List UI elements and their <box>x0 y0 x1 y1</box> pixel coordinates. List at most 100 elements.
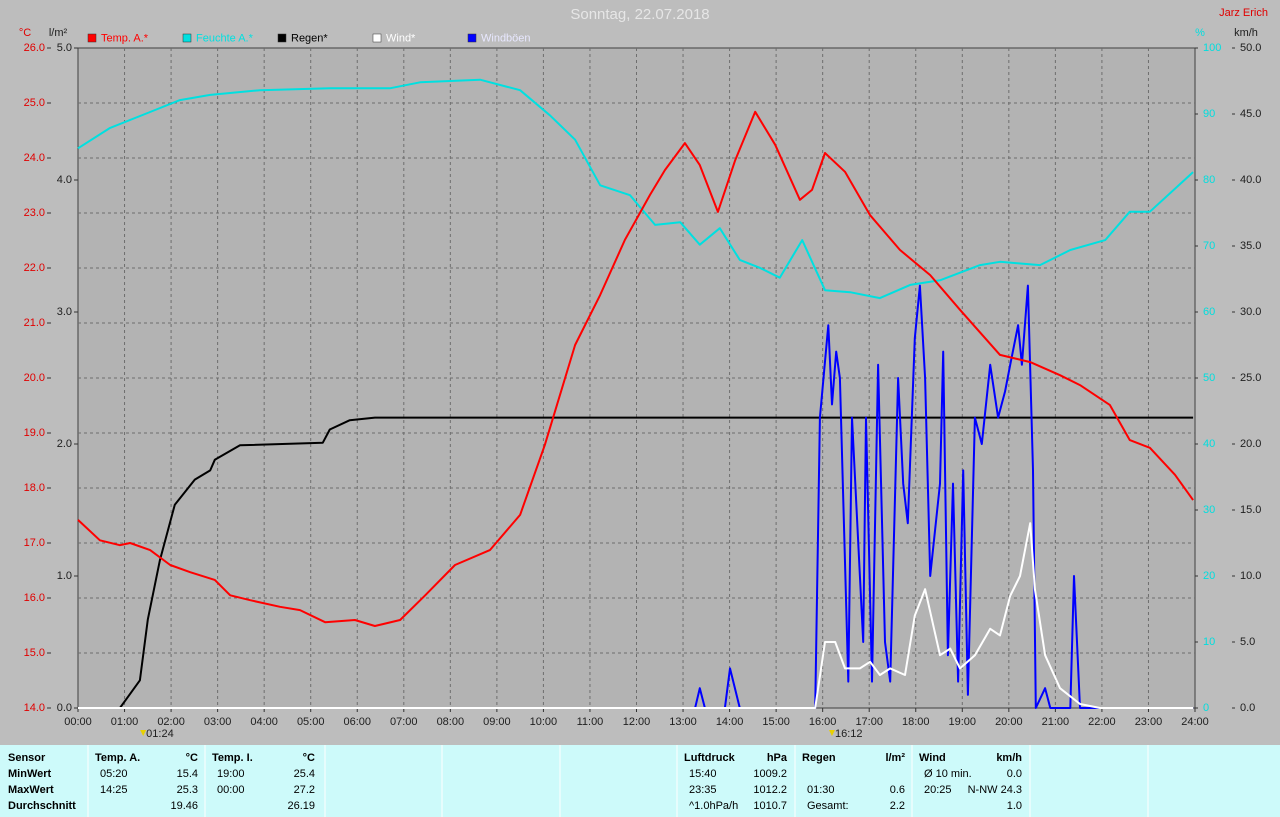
group-title: Luftdruck <box>684 752 736 764</box>
y4-tick-label: 30.0 <box>1240 306 1261 318</box>
x-tick-label: 22:00 <box>1088 716 1116 728</box>
x-tick-label: 20:00 <box>995 716 1023 728</box>
x-tick-label: 01:00 <box>111 716 139 728</box>
row-label: Sensor <box>8 752 46 764</box>
stat-time: 01:30 <box>807 784 835 796</box>
stat-time: 00:00 <box>217 784 245 796</box>
x-tick-label: 12:00 <box>623 716 651 728</box>
y3-tick-label: 50 <box>1203 372 1215 384</box>
stat-time: 05:20 <box>100 768 128 780</box>
legend-swatch <box>277 33 287 43</box>
stat-time: ^1.0hPa/h <box>689 800 738 812</box>
y-axis-unit: °C <box>19 27 31 39</box>
series-line <box>78 284 1194 709</box>
stat-value: 0.6 <box>890 784 905 796</box>
y3-tick-label: 0 <box>1203 702 1209 714</box>
y-tick-label: 16.0 <box>24 592 45 604</box>
series <box>77 78 1194 709</box>
y-tick-label: 25.0 <box>24 97 45 109</box>
y3-tick-label: 20 <box>1203 570 1215 582</box>
x-tick-label: 14:00 <box>716 716 744 728</box>
x-tick-label: 11:00 <box>577 716 604 728</box>
y2-tick-label: 3.0 <box>57 306 72 318</box>
marker <box>140 730 147 736</box>
x-tick-label: 03:00 <box>204 716 232 728</box>
group-title: Temp. I. <box>212 752 253 764</box>
series-line <box>77 110 1194 627</box>
legend-label: Windböen <box>481 32 531 44</box>
stat-value: 26.19 <box>287 800 315 812</box>
legend-label: Feuchte A.* <box>196 32 254 44</box>
group-unit: km/h <box>996 752 1022 764</box>
stats-panel <box>0 745 1280 817</box>
legend-swatch <box>87 33 97 43</box>
stat-value: 1009.2 <box>753 768 787 780</box>
y3-axis-unit: % <box>1195 27 1205 39</box>
y3-tick-label: 80 <box>1203 174 1215 186</box>
author: Jarz Erich <box>1219 7 1268 19</box>
grid <box>47 47 1235 712</box>
marker-label: 01:24 <box>146 728 174 740</box>
y4-tick-label: 45.0 <box>1240 108 1261 120</box>
y-tick-label: 18.0 <box>24 482 45 494</box>
x-tick-label: 10:00 <box>530 716 558 728</box>
x-tick-label: 09:00 <box>483 716 511 728</box>
stat-value: 1010.7 <box>753 800 787 812</box>
y4-tick-label: 5.0 <box>1240 636 1255 648</box>
x-tick-label: 08:00 <box>437 716 465 728</box>
y-tick-label: 24.0 <box>24 152 45 164</box>
stat-value: 19.46 <box>170 800 198 812</box>
marker <box>828 730 835 736</box>
y4-tick-label: 0.0 <box>1240 702 1255 714</box>
group-unit: hPa <box>767 752 788 764</box>
x-tick-label: 15:00 <box>762 716 790 728</box>
stat-time: 15:40 <box>689 768 717 780</box>
y2-tick-label: 4.0 <box>57 174 72 186</box>
y4-tick-label: 20.0 <box>1240 438 1261 450</box>
group-unit: °C <box>303 752 315 764</box>
chart-title: Sonntag, 22.07.2018 <box>570 6 709 23</box>
labels: 00:00 01:00 02:00 03:00 04:00 05:00 06:00 07:00… <box>24 32 1262 740</box>
x-tick-label: 04:00 <box>250 716 278 728</box>
stat-value: 0.0 <box>1007 768 1022 780</box>
stat-time: 14:25 <box>100 784 128 796</box>
legend-label: Temp. A.* <box>101 32 149 44</box>
stat-value: 1.0 <box>1007 800 1022 812</box>
stat-value: 25.3 <box>177 784 198 796</box>
y-tick-label: 23.0 <box>24 207 45 219</box>
y3-tick-label: 40 <box>1203 438 1215 450</box>
x-tick-label: 06:00 <box>343 716 371 728</box>
stat-time: Gesamt: <box>807 800 849 812</box>
row-label: MaxWert <box>8 784 54 796</box>
y3-tick-label: 60 <box>1203 306 1215 318</box>
x-tick-label: 07:00 <box>390 716 418 728</box>
y4-axis-unit: km/h <box>1234 27 1258 39</box>
series-line <box>78 522 1194 709</box>
legend-swatch <box>182 33 192 43</box>
series-line <box>78 416 1194 709</box>
x-tick-label: 16:00 <box>809 716 837 728</box>
x-tick-label: 13:00 <box>669 716 697 728</box>
stat-value: N-NW 24.3 <box>968 784 1022 796</box>
marker-label: 16:12 <box>835 728 863 740</box>
y-tick-label: 21.0 <box>24 317 45 329</box>
legend-swatch <box>372 33 382 43</box>
y4-tick-label: 35.0 <box>1240 240 1261 252</box>
y2-axis-unit: l/m² <box>49 27 68 39</box>
group-title: Wind <box>919 752 946 764</box>
row-label: Durchschnitt <box>8 800 76 812</box>
stat-value: 2.2 <box>890 800 905 812</box>
x-tick-label: 21:00 <box>1042 716 1070 728</box>
stat-time: 20:25 <box>924 784 952 796</box>
y2-tick-label: 2.0 <box>57 438 72 450</box>
y2-tick-label: 5.0 <box>57 42 72 54</box>
y2-tick-label: 1.0 <box>57 570 72 582</box>
y3-tick-label: 100 <box>1203 42 1221 54</box>
x-tick-label: 17:00 <box>855 716 883 728</box>
x-tick-label: 23:00 <box>1135 716 1163 728</box>
y4-tick-label: 40.0 <box>1240 174 1261 186</box>
group-title: Temp. A. <box>95 752 140 764</box>
series-line <box>77 78 1194 300</box>
y-tick-label: 22.0 <box>24 262 45 274</box>
